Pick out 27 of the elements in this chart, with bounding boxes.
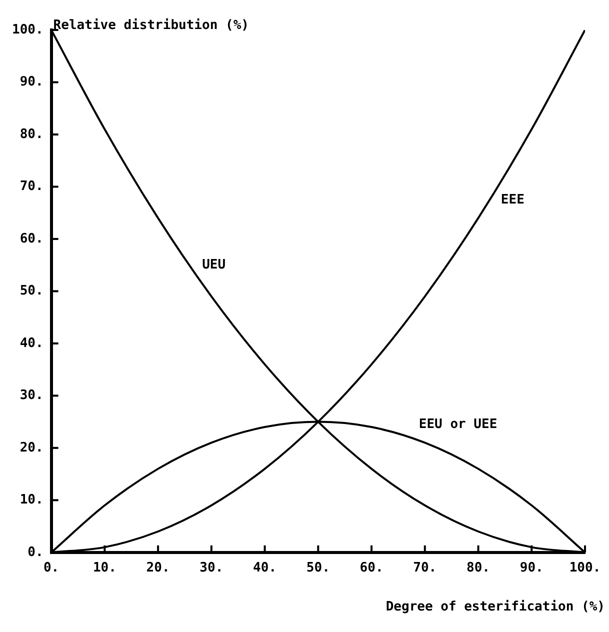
x-tick-label: 100. <box>569 560 601 576</box>
x-tick-label: 50. <box>306 560 330 576</box>
x-axis-title: Degree of esterification (%) <box>386 599 605 614</box>
x-tick-label: 20. <box>146 560 170 576</box>
y-tick-label: 30. <box>20 388 44 404</box>
y-tick-label: 40. <box>20 336 44 351</box>
x-tick-label: 40. <box>253 560 277 576</box>
y-tick-label: 100. <box>12 22 44 38</box>
series-label: UEU <box>202 257 226 272</box>
x-tick-label: 90. <box>520 560 544 576</box>
series-label: EEU or UEE <box>418 417 498 432</box>
y-tick-label: 90. <box>20 74 44 90</box>
y-tick-label: 10. <box>20 492 44 508</box>
y-axis-title: Relative distribution (%) <box>53 18 249 33</box>
y-tick-label: 50. <box>20 284 44 299</box>
y-tick-label: 0. <box>28 544 44 560</box>
y-tick-label: 20. <box>20 440 44 456</box>
x-tick-label: 10. <box>92 560 116 576</box>
x-tick-label: 70. <box>413 560 437 576</box>
x-tick-label: 0. <box>43 560 60 576</box>
y-tick-label: 80. <box>20 126 44 142</box>
x-tick-label: 80. <box>466 560 490 576</box>
y-tick-label: 70. <box>20 179 44 194</box>
x-tick-label: 30. <box>200 560 224 576</box>
x-tick-label: 60. <box>360 560 384 576</box>
series-label: EEE <box>500 192 524 208</box>
y-tick-label: 60. <box>20 231 44 246</box>
